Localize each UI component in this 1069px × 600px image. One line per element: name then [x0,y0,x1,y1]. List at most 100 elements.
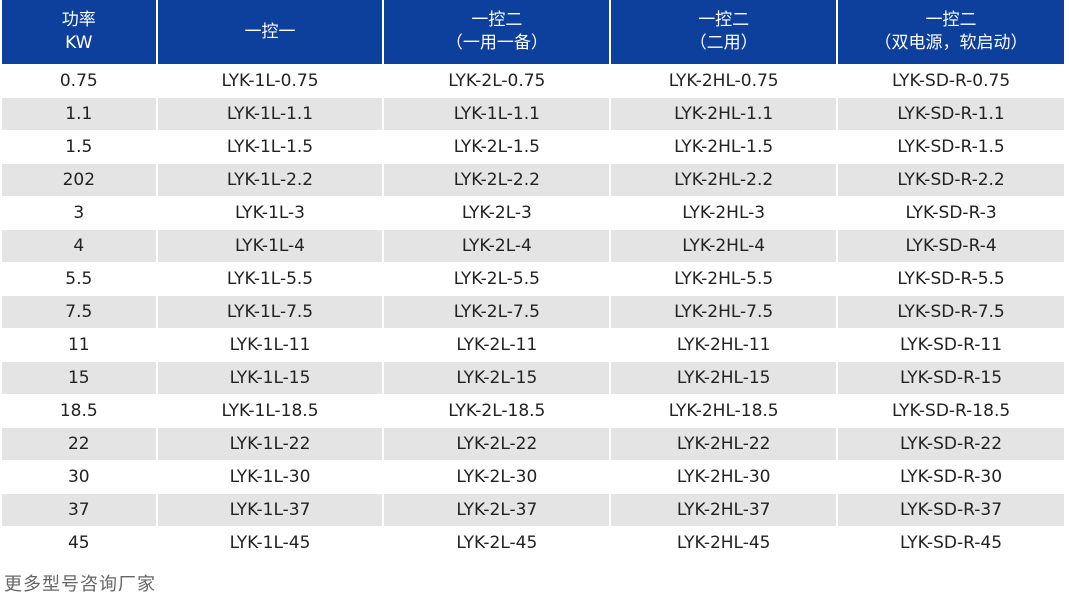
table-row: 0.75 LYK-1L-0.75 LYK-2L-0.75 LYK-2HL-0.75 LY… [2,64,1064,97]
model-cell: LYK-SD-R-1.5 [838,130,1064,163]
model-cell: LYK-1L-37 [157,493,383,526]
model-cell: LYK-SD-R-15 [838,361,1064,394]
table-row: 11 LYK-1L-11 LYK-2L-11 LYK-2HL-11 LYK-SD-R-1… [2,328,1064,361]
model-cell: LYK-1L-3 [157,196,383,229]
model-cell: LYK-2HL-18.5 [611,394,837,427]
table-row: 3 LYK-1L-3 LYK-2L-3 LYK-2HL-3 LYK-SD-R-3 [2,196,1064,229]
power-cell: 18.5 [2,394,156,427]
model-cell: LYK-2L-37 [384,493,610,526]
power-cell: 1.1 [2,97,156,130]
model-cell: LYK-SD-R-45 [838,526,1064,559]
footer-note: 更多型号咨询厂家 [4,574,156,595]
table-row: 37 LYK-1L-37 LYK-2L-37 LYK-2HL-37 LYK-SD-R-3… [2,493,1064,526]
table-row: 202 LYK-1L-2.2 LYK-2L-2.2 LYK-2HL-2.2 LYK-SD… [2,163,1064,196]
model-cell: LYK-2HL-7.5 [611,295,837,328]
model-table: 功率 KW 一控一 一控二 （一用一备） 一控二 （二用） 一控二 （双电源，软… [2,0,1064,559]
power-cell: 37 [2,493,156,526]
header-title: 功率 [61,10,96,30]
model-cell: LYK-2L-11 [384,328,610,361]
header-subtitle: （二用） [689,33,758,53]
power-cell: 4 [2,229,156,262]
model-cell: LYK-1L-45 [157,526,383,559]
header-subtitle: （一用一备） [445,33,548,53]
power-cell: 15 [2,361,156,394]
model-cell: LYK-SD-R-3 [838,196,1064,229]
power-cell: 3 [2,196,156,229]
model-cell: LYK-SD-R-4 [838,229,1064,262]
power-cell: 0.75 [2,64,156,97]
model-cell: LYK-SD-R-11 [838,328,1064,361]
header-one-control-two-standby: 一控二 （一用一备） [384,0,610,64]
model-cell: LYK-SD-R-22 [838,427,1064,460]
model-cell: LYK-2HL-15 [611,361,837,394]
model-cell: LYK-2L-1.5 [384,130,610,163]
model-cell: LYK-2L-22 [384,427,610,460]
power-cell: 1.5 [2,130,156,163]
table-row: 30 LYK-1L-30 LYK-2L-30 LYK-2HL-30 LYK-SD-R-3… [2,460,1064,493]
power-cell: 30 [2,460,156,493]
header-one-control-one: 一控一 [157,0,383,64]
model-cell: LYK-2L-0.75 [384,64,610,97]
model-cell: LYK-2HL-3 [611,196,837,229]
table-row: 1.5 LYK-1L-1.5 LYK-2L-1.5 LYK-2HL-1.5 LYK-SD… [2,130,1064,163]
model-cell: LYK-2L-4 [384,229,610,262]
model-cell: LYK-1L-15 [157,361,383,394]
model-cell: LYK-2L-3 [384,196,610,229]
model-cell: LYK-2L-45 [384,526,610,559]
header-subtitle: （双电源，软启动） [874,33,1028,53]
table-row: 4 LYK-1L-4 LYK-2L-4 LYK-2HL-4 LYK-SD-R-4 [2,229,1064,262]
model-cell: LYK-2HL-11 [611,328,837,361]
power-cell: 5.5 [2,262,156,295]
power-cell: 11 [2,328,156,361]
header-title: 一控二 [925,10,977,30]
model-cell: LYK-1L-1.1 [157,97,383,130]
header-title: 一控二 [471,10,523,30]
model-cell: LYK-1L-1.1 [384,97,610,130]
model-cell: LYK-2HL-1.5 [611,130,837,163]
model-cell: LYK-2HL-4 [611,229,837,262]
model-cell: LYK-1L-5.5 [157,262,383,295]
power-cell: 202 [2,163,156,196]
header-row: 功率 KW 一控一 一控二 （一用一备） 一控二 （二用） 一控二 （双电源，软… [2,0,1064,64]
table-row: 1.1 LYK-1L-1.1 LYK-1L-1.1 LYK-2HL-1.1 LYK-SD… [2,97,1064,130]
model-cell: LYK-2HL-1.1 [611,97,837,130]
model-cell: LYK-SD-R-18.5 [838,394,1064,427]
model-cell: LYK-1L-7.5 [157,295,383,328]
table-row: 45 LYK-1L-45 LYK-2L-45 LYK-2HL-45 LYK-SD-R-4… [2,526,1064,559]
header-one-control-two-dual-power: 一控二 （双电源，软启动） [838,0,1064,64]
model-cell: LYK-SD-R-37 [838,493,1064,526]
model-cell: LYK-SD-R-0.75 [838,64,1064,97]
model-cell: LYK-2L-5.5 [384,262,610,295]
model-cell: LYK-2L-2.2 [384,163,610,196]
model-cell: LYK-2HL-37 [611,493,837,526]
model-cell: LYK-2L-7.5 [384,295,610,328]
model-cell: LYK-1L-4 [157,229,383,262]
table-row: 7.5 LYK-1L-7.5 LYK-2L-7.5 LYK-2HL-7.5 LYK-SD… [2,295,1064,328]
table-row: 22 LYK-1L-22 LYK-2L-22 LYK-2HL-22 LYK-SD-R-2… [2,427,1064,460]
model-cell: LYK-1L-30 [157,460,383,493]
model-cell: LYK-2HL-5.5 [611,262,837,295]
header-power: 功率 KW [2,0,156,64]
header-subtitle: KW [65,33,93,53]
model-cell: LYK-SD-R-30 [838,460,1064,493]
model-cell: LYK-2HL-45 [611,526,837,559]
model-cell: LYK-SD-R-7.5 [838,295,1064,328]
table-row: 15 LYK-1L-15 LYK-2L-15 LYK-2HL-15 LYK-SD-R-1… [2,361,1064,394]
model-cell: LYK-SD-R-2.2 [838,163,1064,196]
model-cell: LYK-2HL-2.2 [611,163,837,196]
model-cell: LYK-1L-22 [157,427,383,460]
model-cell: LYK-2L-30 [384,460,610,493]
model-cell: LYK-1L-11 [157,328,383,361]
header-one-control-two-dual-use: 一控二 （二用） [611,0,837,64]
model-cell: LYK-2L-15 [384,361,610,394]
table-body: 0.75 LYK-1L-0.75 LYK-2L-0.75 LYK-2HL-0.75 LY… [2,64,1064,559]
model-cell: LYK-2HL-30 [611,460,837,493]
model-cell: LYK-1L-2.2 [157,163,383,196]
power-cell: 45 [2,526,156,559]
table-row: 5.5 LYK-1L-5.5 LYK-2L-5.5 LYK-2HL-5.5 LYK-SD… [2,262,1064,295]
model-cell: LYK-SD-R-1.1 [838,97,1064,130]
model-cell: LYK-2HL-22 [611,427,837,460]
model-cell: LYK-2L-18.5 [384,394,610,427]
model-cell: LYK-1L-1.5 [157,130,383,163]
header-title: 一控二 [698,10,750,30]
